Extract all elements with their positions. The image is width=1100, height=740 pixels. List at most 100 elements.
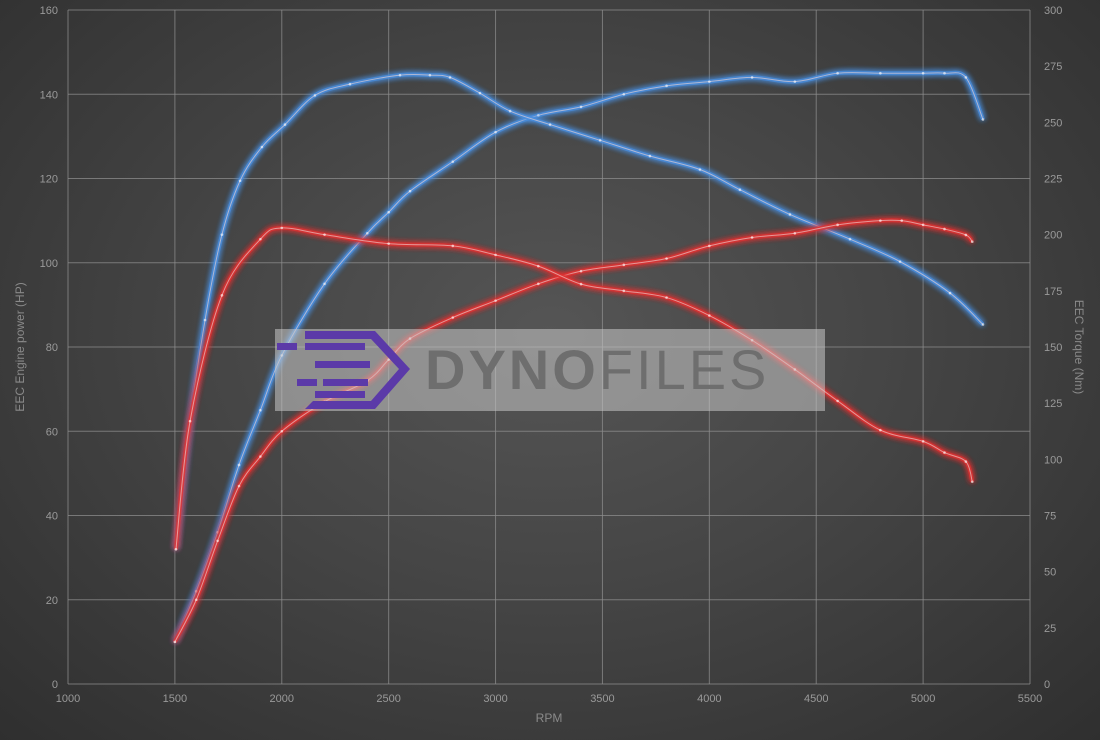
data-point [537,114,540,117]
data-point [398,73,402,77]
data-point [174,547,178,551]
data-point [494,130,497,134]
data-point [537,282,540,286]
data-point [280,429,284,433]
series-core-1 [175,73,984,550]
data-point [793,80,797,83]
data-point [836,223,839,227]
y2-tick-label: 25 [1044,623,1056,635]
data-point [964,460,968,463]
data-point [948,291,952,295]
data-point [970,480,974,484]
data-point [451,244,455,248]
data-point [879,71,882,75]
data-point [579,282,583,286]
data-point [665,257,668,260]
y2-tick-label: 200 [1044,230,1062,242]
data-point [203,318,207,322]
data-point [793,231,797,235]
x-tick-label: 5000 [911,693,935,705]
data-point [408,189,412,193]
x-tick-label: 4000 [697,693,721,705]
series-line-1 [173,72,985,550]
data-point [836,71,839,75]
y-tick-label: 80 [46,342,58,354]
data-point [451,316,455,319]
data-point [622,289,626,293]
y-tick-label: 100 [40,258,58,270]
y2-tick-label: 125 [1044,398,1062,410]
y-tick-label: 0 [52,679,58,691]
data-point [220,294,224,297]
data-point [698,168,702,171]
data-point [478,91,482,95]
data-point [579,269,583,273]
data-point [259,408,262,412]
y2-tick-label: 175 [1044,286,1062,298]
data-point [981,118,985,121]
data-point [387,242,390,245]
data-point [387,210,390,214]
data-point [194,598,198,602]
y-tick-label: 120 [40,174,58,186]
data-point [836,399,839,403]
data-point [708,314,711,317]
y2-tick-label: 100 [1044,454,1062,466]
data-point [708,244,711,248]
data-point [665,84,668,88]
data-point [981,323,985,326]
x-tick-label: 2000 [270,693,294,705]
x-tick-label: 1000 [56,693,80,705]
y2-tick-label: 50 [1044,567,1056,579]
y2-axis-label: EEC Torque (Nm) [1072,300,1086,394]
data-point [622,92,626,96]
data-point [648,154,652,158]
data-point [260,145,264,149]
x-tick-label: 5500 [1018,693,1042,705]
data-point [216,531,219,534]
y-tick-label: 40 [46,511,58,523]
data-point [879,219,882,222]
y2-tick-label: 275 [1044,61,1062,73]
watermark-text: DYNOFILES [425,338,770,401]
x-tick-label: 3500 [590,693,614,705]
data-point [428,73,432,77]
data-point [237,463,241,467]
data-point [879,428,882,432]
data-point [216,539,219,543]
data-point [964,76,968,79]
data-point [898,260,902,263]
data-point [708,80,711,83]
data-point [365,231,369,235]
data-point [964,233,968,237]
data-point [622,263,626,267]
data-point [323,282,326,286]
data-point [788,213,792,216]
data-point [448,76,452,79]
y2-tick-label: 250 [1044,117,1062,129]
data-point [750,236,754,239]
x-tick-label: 2500 [376,693,400,705]
data-point [921,71,925,75]
data-point [194,590,198,593]
x-tick-label: 4500 [804,693,828,705]
x-tick-label: 1500 [163,693,187,705]
data-point [921,440,925,443]
y2-tick-label: 150 [1044,342,1062,354]
data-point [494,253,497,257]
data-point [921,223,925,227]
data-point [323,233,326,236]
y2-tick-label: 75 [1044,511,1056,523]
x-axis-label: RPM [536,711,563,725]
y-tick-label: 60 [46,426,58,438]
y2-tick-label: 300 [1044,5,1062,17]
data-point [970,240,974,243]
y2-tick-label: 0 [1044,679,1050,691]
data-point [579,105,583,109]
watermark: DYNOFILES [275,329,825,411]
y2-tick-label: 225 [1044,174,1062,186]
data-point [848,237,852,241]
data-point [598,139,602,142]
data-point [259,237,262,241]
data-point [313,94,317,97]
